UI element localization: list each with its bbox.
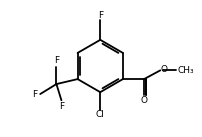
Text: F: F (54, 56, 59, 65)
Text: Cl: Cl (95, 110, 104, 119)
Text: F: F (97, 11, 102, 20)
Text: O: O (160, 65, 167, 74)
Text: O: O (140, 96, 147, 105)
Text: F: F (59, 102, 64, 111)
Text: F: F (33, 90, 38, 99)
Text: CH₃: CH₃ (176, 66, 193, 75)
